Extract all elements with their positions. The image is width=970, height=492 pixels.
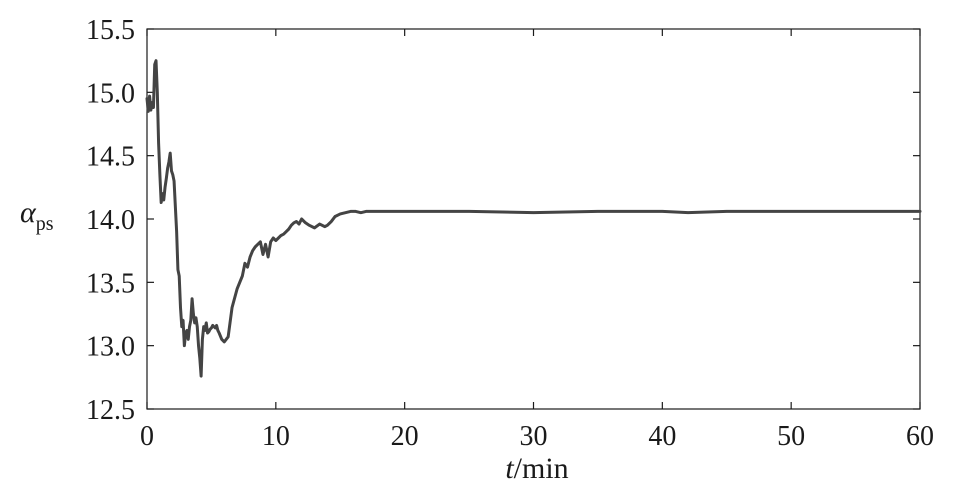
x-axis-label: t/min <box>505 452 568 485</box>
x-tick-label: 60 <box>906 421 934 452</box>
x-tick-labels: 0 10 20 30 40 50 60 <box>140 421 934 452</box>
x-tick-label: 30 <box>520 421 548 452</box>
y-axis-label: αps <box>20 196 54 235</box>
plot-frame <box>146 28 921 410</box>
y-tick-label: 12.5 <box>86 395 135 426</box>
x-axis-label-rest: /min <box>514 452 569 485</box>
y-tick-label: 15.0 <box>86 78 135 109</box>
y-tick-label: 13.0 <box>86 332 135 363</box>
y-tick-labels: 12.5 13.0 13.5 14.0 14.5 15.0 15.5 <box>86 15 135 426</box>
x-tick-label: 10 <box>262 421 290 452</box>
x-axis-label-italic: t <box>505 452 514 485</box>
x-tick-label: 20 <box>391 421 419 452</box>
data-series-line <box>145 59 922 378</box>
x-tick-label: 40 <box>648 421 676 452</box>
y-axis-label-main: α <box>20 196 37 229</box>
x-tick-label: 0 <box>140 421 154 452</box>
y-axis-label-sub: ps <box>36 213 54 235</box>
y-tick-label: 15.5 <box>86 15 135 46</box>
x-tick-label: 50 <box>777 421 805 452</box>
axis-ticks <box>146 28 921 410</box>
y-tick-label: 14.0 <box>86 205 135 236</box>
y-tick-label: 14.5 <box>86 142 135 173</box>
y-tick-label: 13.5 <box>86 268 135 299</box>
